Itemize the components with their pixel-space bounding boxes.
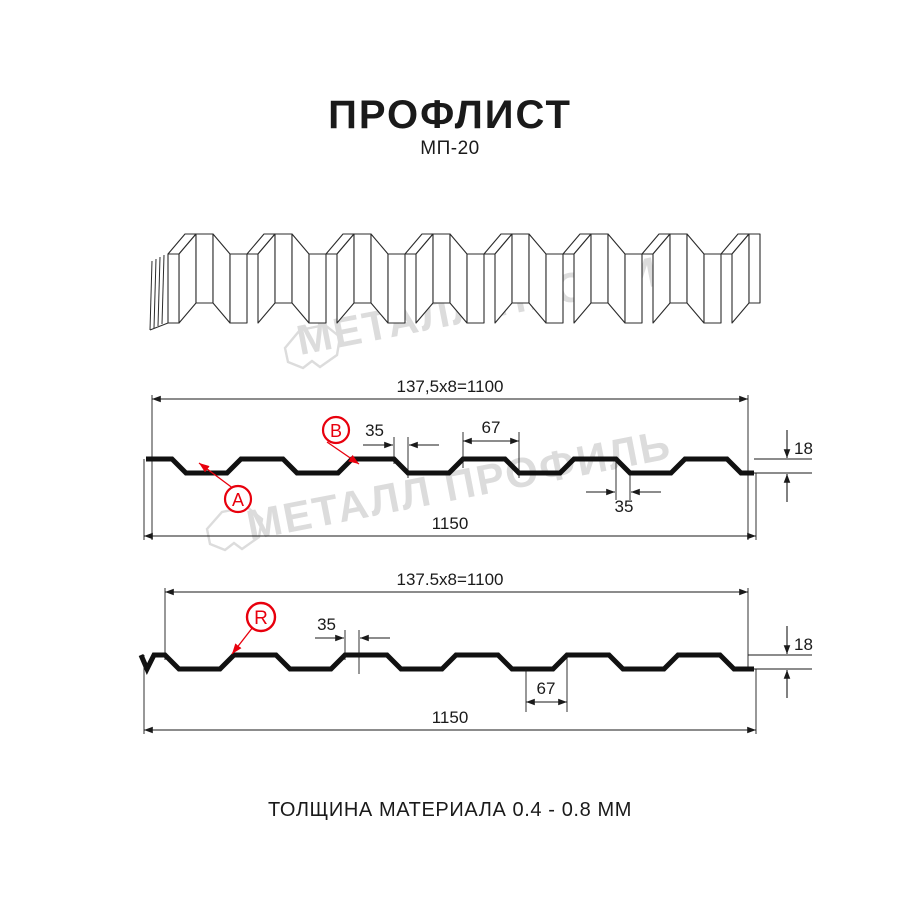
diagram-top: 137,5x8=1100 35 67 35 — [143, 377, 813, 540]
dimension-pitch: 67 — [462, 418, 520, 478]
profile-section-line — [138, 652, 754, 675]
callout-r-circle[interactable] — [245, 601, 277, 633]
watermark-logo — [283, 323, 342, 370]
dimension-total-width-bottom: 1150 — [143, 655, 757, 734]
callout-b-circle[interactable] — [321, 415, 351, 445]
dimension-slope-upper: 35 — [315, 615, 390, 674]
dimension-total-width-top: 1150 — [143, 459, 757, 540]
dimension-label-useful-width: 137,5x8=1100 — [397, 377, 504, 396]
dimension-pitch: 67 — [525, 655, 568, 712]
callout-r-label: R — [254, 608, 268, 629]
dimension-slope-lower: 35 — [586, 459, 661, 516]
callout-a-label: A — [232, 490, 244, 510]
dimension-rib-height: 18 — [754, 430, 813, 502]
dimension-useful-width-top: 137,5x8=1100 — [152, 377, 748, 403]
profile-section-line — [146, 456, 754, 476]
material-thickness-note: ТОЛЩИНА МАТЕРИАЛА 0.4 - 0.8 ММ — [268, 799, 632, 821]
dimension-label-pitch: 67 — [482, 418, 501, 437]
callout-a[interactable]: A — [198, 462, 253, 514]
dimension-label-rib-height: 18 — [794, 439, 813, 458]
dimension-label-total-width: 1150 — [432, 708, 469, 727]
callout-b-label: B — [330, 421, 342, 441]
page-subtitle-model: МП-20 — [420, 138, 479, 159]
callout-r[interactable]: R — [231, 601, 277, 655]
dimension-label-slope-lower: 35 — [615, 497, 634, 516]
dimension-label-slope-upper: 35 — [317, 615, 336, 634]
dimension-slope-upper: 35 — [363, 421, 439, 478]
dimension-rib-height: 18 — [748, 626, 813, 698]
dimension-label-useful-width: 137.5x8=1100 — [397, 570, 504, 589]
callout-b[interactable]: B — [321, 415, 360, 465]
isometric-corrugated-sheet — [149, 233, 761, 331]
dimension-label-total-width: 1150 — [432, 514, 469, 533]
dimension-useful-width-bottom: 137.5x8=1100 — [165, 570, 748, 596]
dimension-label-pitch: 67 — [537, 679, 556, 698]
dimension-label-rib-height: 18 — [794, 635, 813, 654]
dimension-label-slope-upper: 35 — [365, 421, 384, 440]
diagram-bottom: 137.5x8=1100 35 67 18 — [138, 570, 813, 734]
page-title: ПРОФЛИСТ — [328, 93, 572, 137]
callout-a-circle[interactable] — [223, 484, 253, 514]
